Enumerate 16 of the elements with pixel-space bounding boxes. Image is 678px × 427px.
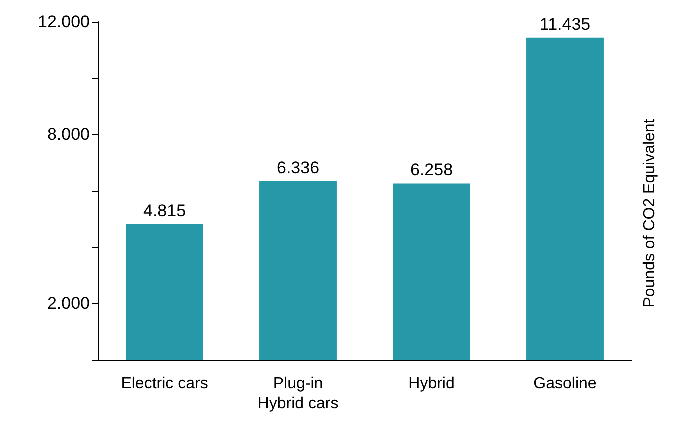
data-label: 4.815 <box>143 201 186 220</box>
x-tick-label: Hybrid <box>408 376 455 392</box>
bar <box>393 184 470 360</box>
y-axis-title: Pounds of CO2 Equivalent <box>642 118 658 308</box>
x-tick-label: Gasoline <box>534 376 597 392</box>
y-tick-label: 8.000 <box>47 125 90 144</box>
y-tick-label: 12.000 <box>38 12 90 32</box>
data-label: 6.258 <box>410 160 454 180</box>
x-tick-label: Plug-in Hybrid cars <box>258 376 339 412</box>
bar <box>526 38 604 360</box>
data-label: 11.435 <box>540 14 591 34</box>
data-label: 6.336 <box>276 158 320 178</box>
x-tick-label: Electric cars <box>121 376 208 392</box>
bar <box>126 224 204 360</box>
y-tick-label: 2.000 <box>47 294 90 314</box>
bar <box>260 182 337 360</box>
